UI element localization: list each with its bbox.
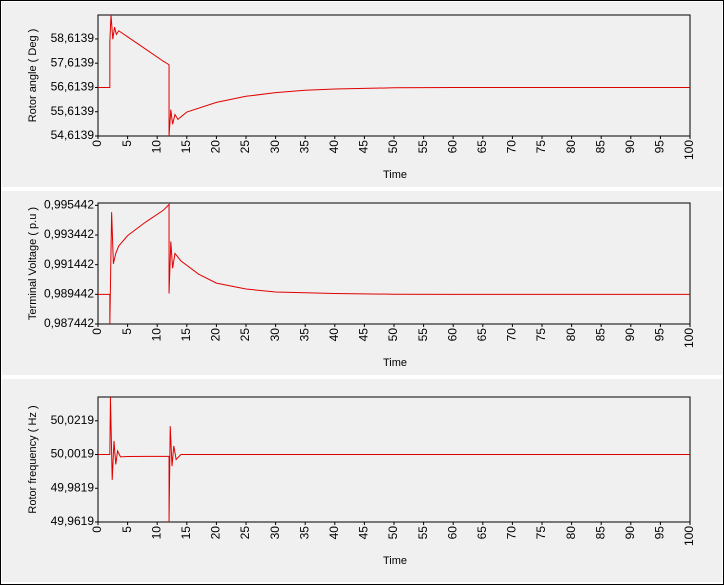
y-tick-label: 50,0219: [51, 413, 95, 427]
x-tick-label: 20: [209, 140, 223, 154]
y-axis-label: Rotor frequency ( Hz ): [27, 405, 39, 513]
y-tick-label: 0,991442: [44, 257, 94, 271]
x-tick-label: 90: [623, 140, 637, 154]
y-tick-label: 0,995442: [44, 198, 94, 212]
x-tick-label: 30: [268, 328, 282, 342]
x-tick-label: 10: [149, 526, 163, 540]
x-tick-label: 55: [416, 140, 430, 154]
x-tick-label: 40: [327, 140, 341, 154]
x-tick-label: 95: [653, 140, 667, 154]
x-tick-label: 10: [149, 140, 163, 154]
x-tick-label: 5: [120, 328, 134, 335]
plot-area: [97, 14, 691, 137]
data-line: [98, 203, 690, 324]
x-tick-label: 40: [327, 328, 341, 342]
x-tick-label: 60: [445, 328, 459, 342]
x-tick-label: 80: [564, 526, 578, 540]
y-tick-label: 54,6139: [51, 128, 95, 142]
x-axis-label: Time: [383, 555, 407, 567]
y-tick-label: 58,6139: [51, 31, 95, 45]
y-axis-label: Terminal Voltage ( p.u ): [27, 207, 39, 320]
x-tick-label: 90: [623, 526, 637, 540]
y-tick-label: 0,989442: [44, 287, 94, 301]
x-tick-label: 35: [297, 328, 311, 342]
plot-area: [97, 396, 691, 523]
x-tick-label: 70: [505, 328, 519, 342]
x-tick-label: 50: [386, 328, 400, 342]
x-tick-label: 5: [120, 140, 134, 147]
x-tick-label: 25: [238, 140, 252, 154]
x-tick-label: 55: [416, 328, 430, 342]
x-tick-label: 75: [534, 140, 548, 154]
x-tick-label: 85: [593, 526, 607, 540]
y-tick-label: 56,6139: [51, 80, 95, 94]
x-tick-label: 75: [534, 526, 548, 540]
x-tick-label: 75: [534, 328, 548, 342]
x-tick-label: 100: [682, 140, 696, 160]
x-tick-label: 65: [475, 328, 489, 342]
y-axis-label: Rotor angle ( Deg ): [27, 29, 39, 123]
x-tick-label: 60: [445, 526, 459, 540]
plot-area: [97, 202, 691, 325]
x-tick-label: 45: [357, 140, 371, 154]
y-tick-label: 49,9619: [51, 514, 95, 528]
x-tick-label: 25: [238, 328, 252, 342]
x-tick-label: 65: [475, 526, 489, 540]
x-tick-label: 35: [297, 140, 311, 154]
x-tick-label: 35: [297, 526, 311, 540]
y-tick-label: 55,6139: [51, 104, 95, 118]
x-tick-label: 15: [179, 140, 193, 154]
x-tick-label: 20: [209, 526, 223, 540]
x-tick-label: 65: [475, 140, 489, 154]
x-tick-label: 10: [149, 328, 163, 342]
x-tick-label: 25: [238, 526, 252, 540]
y-tick-label: 50,0019: [51, 447, 95, 461]
x-tick-label: 85: [593, 328, 607, 342]
data-line: [98, 15, 690, 136]
x-tick-label: 95: [653, 526, 667, 540]
y-tick-label: 49,9819: [51, 480, 95, 494]
x-tick-label: 5: [120, 526, 134, 533]
x-tick-label: 100: [682, 328, 696, 348]
x-tick-label: 45: [357, 526, 371, 540]
x-tick-label: 80: [564, 328, 578, 342]
x-tick-label: 70: [505, 526, 519, 540]
x-tick-label: 85: [593, 140, 607, 154]
x-axis-label: Time: [383, 357, 407, 369]
y-tick-label: 57,6139: [51, 55, 95, 69]
x-tick-label: 55: [416, 526, 430, 540]
x-tick-label: 70: [505, 140, 519, 154]
x-tick-label: 20: [209, 328, 223, 342]
x-tick-label: 95: [653, 328, 667, 342]
y-tick-label: 0,993442: [44, 227, 94, 241]
x-tick-label: 0: [90, 526, 104, 533]
x-tick-label: 40: [327, 526, 341, 540]
x-tick-label: 60: [445, 140, 459, 154]
x-tick-label: 15: [179, 328, 193, 342]
x-axis-label: Time: [383, 169, 407, 181]
x-tick-label: 50: [386, 526, 400, 540]
x-tick-label: 30: [268, 526, 282, 540]
x-tick-label: 100: [682, 526, 696, 546]
x-tick-label: 45: [357, 328, 371, 342]
x-tick-label: 90: [623, 328, 637, 342]
data-line: [98, 397, 690, 522]
x-tick-label: 15: [179, 526, 193, 540]
x-tick-label: 80: [564, 140, 578, 154]
x-tick-label: 30: [268, 140, 282, 154]
x-tick-label: 0: [90, 140, 104, 147]
x-tick-label: 0: [90, 328, 104, 335]
y-tick-label: 0,987442: [44, 316, 94, 330]
x-tick-label: 50: [386, 140, 400, 154]
